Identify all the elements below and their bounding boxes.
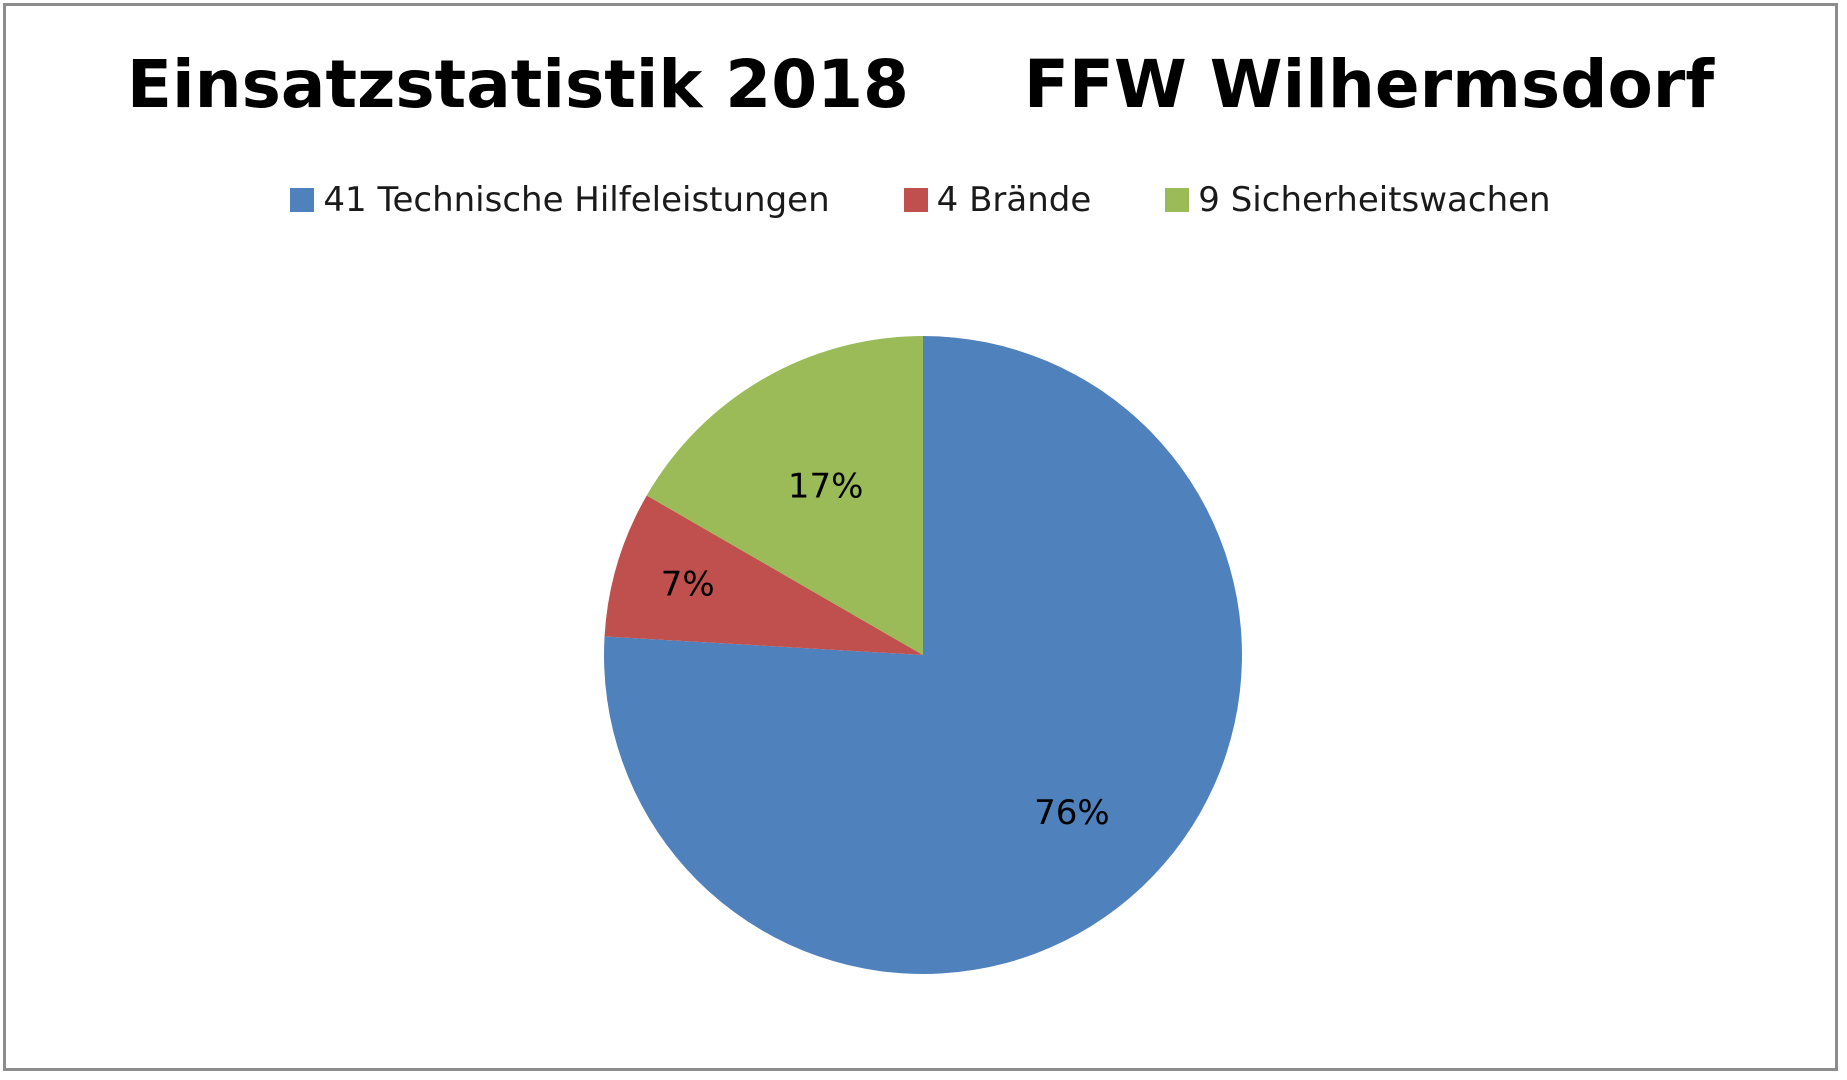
- pie-slices: [604, 336, 1243, 974]
- pie-label-0: 76%: [1034, 793, 1110, 833]
- pie-slice-1: [604, 495, 923, 655]
- legend-item-braende: 4 Brände: [903, 180, 1092, 220]
- legend-item-technische-hilfeleistungen: 41 Technische Hilfeleistungen: [290, 180, 830, 220]
- legend-item-sicherheitswachen: 9 Sicherheitswachen: [1165, 180, 1551, 220]
- legend-label-technische-hilfeleistungen: 41 Technische Hilfeleistungen: [323, 180, 830, 220]
- chart-title: Einsatzstatistik 2018 FFW Wilhermsdorf: [126, 46, 1715, 123]
- legend-label-sicherheitswachen: 9 Sicherheitswachen: [1198, 180, 1551, 220]
- pie-labels: 76% 7% 17%: [661, 467, 1110, 833]
- legend-swatch-technische-hilfeleistungen: [290, 188, 315, 212]
- legend-label-braende: 4 Brände: [936, 180, 1092, 220]
- legend-swatch-sicherheitswachen: [1165, 188, 1190, 212]
- legend-swatch-braende: [903, 188, 928, 212]
- pie-label-1: 7%: [661, 565, 715, 605]
- pie-slice-2: [646, 336, 923, 655]
- legend: 41 Technische Hilfeleistungen 4 Brände 9…: [6, 180, 1835, 220]
- pie-label-2: 17%: [788, 467, 864, 507]
- pie-slice-0: [604, 336, 1243, 974]
